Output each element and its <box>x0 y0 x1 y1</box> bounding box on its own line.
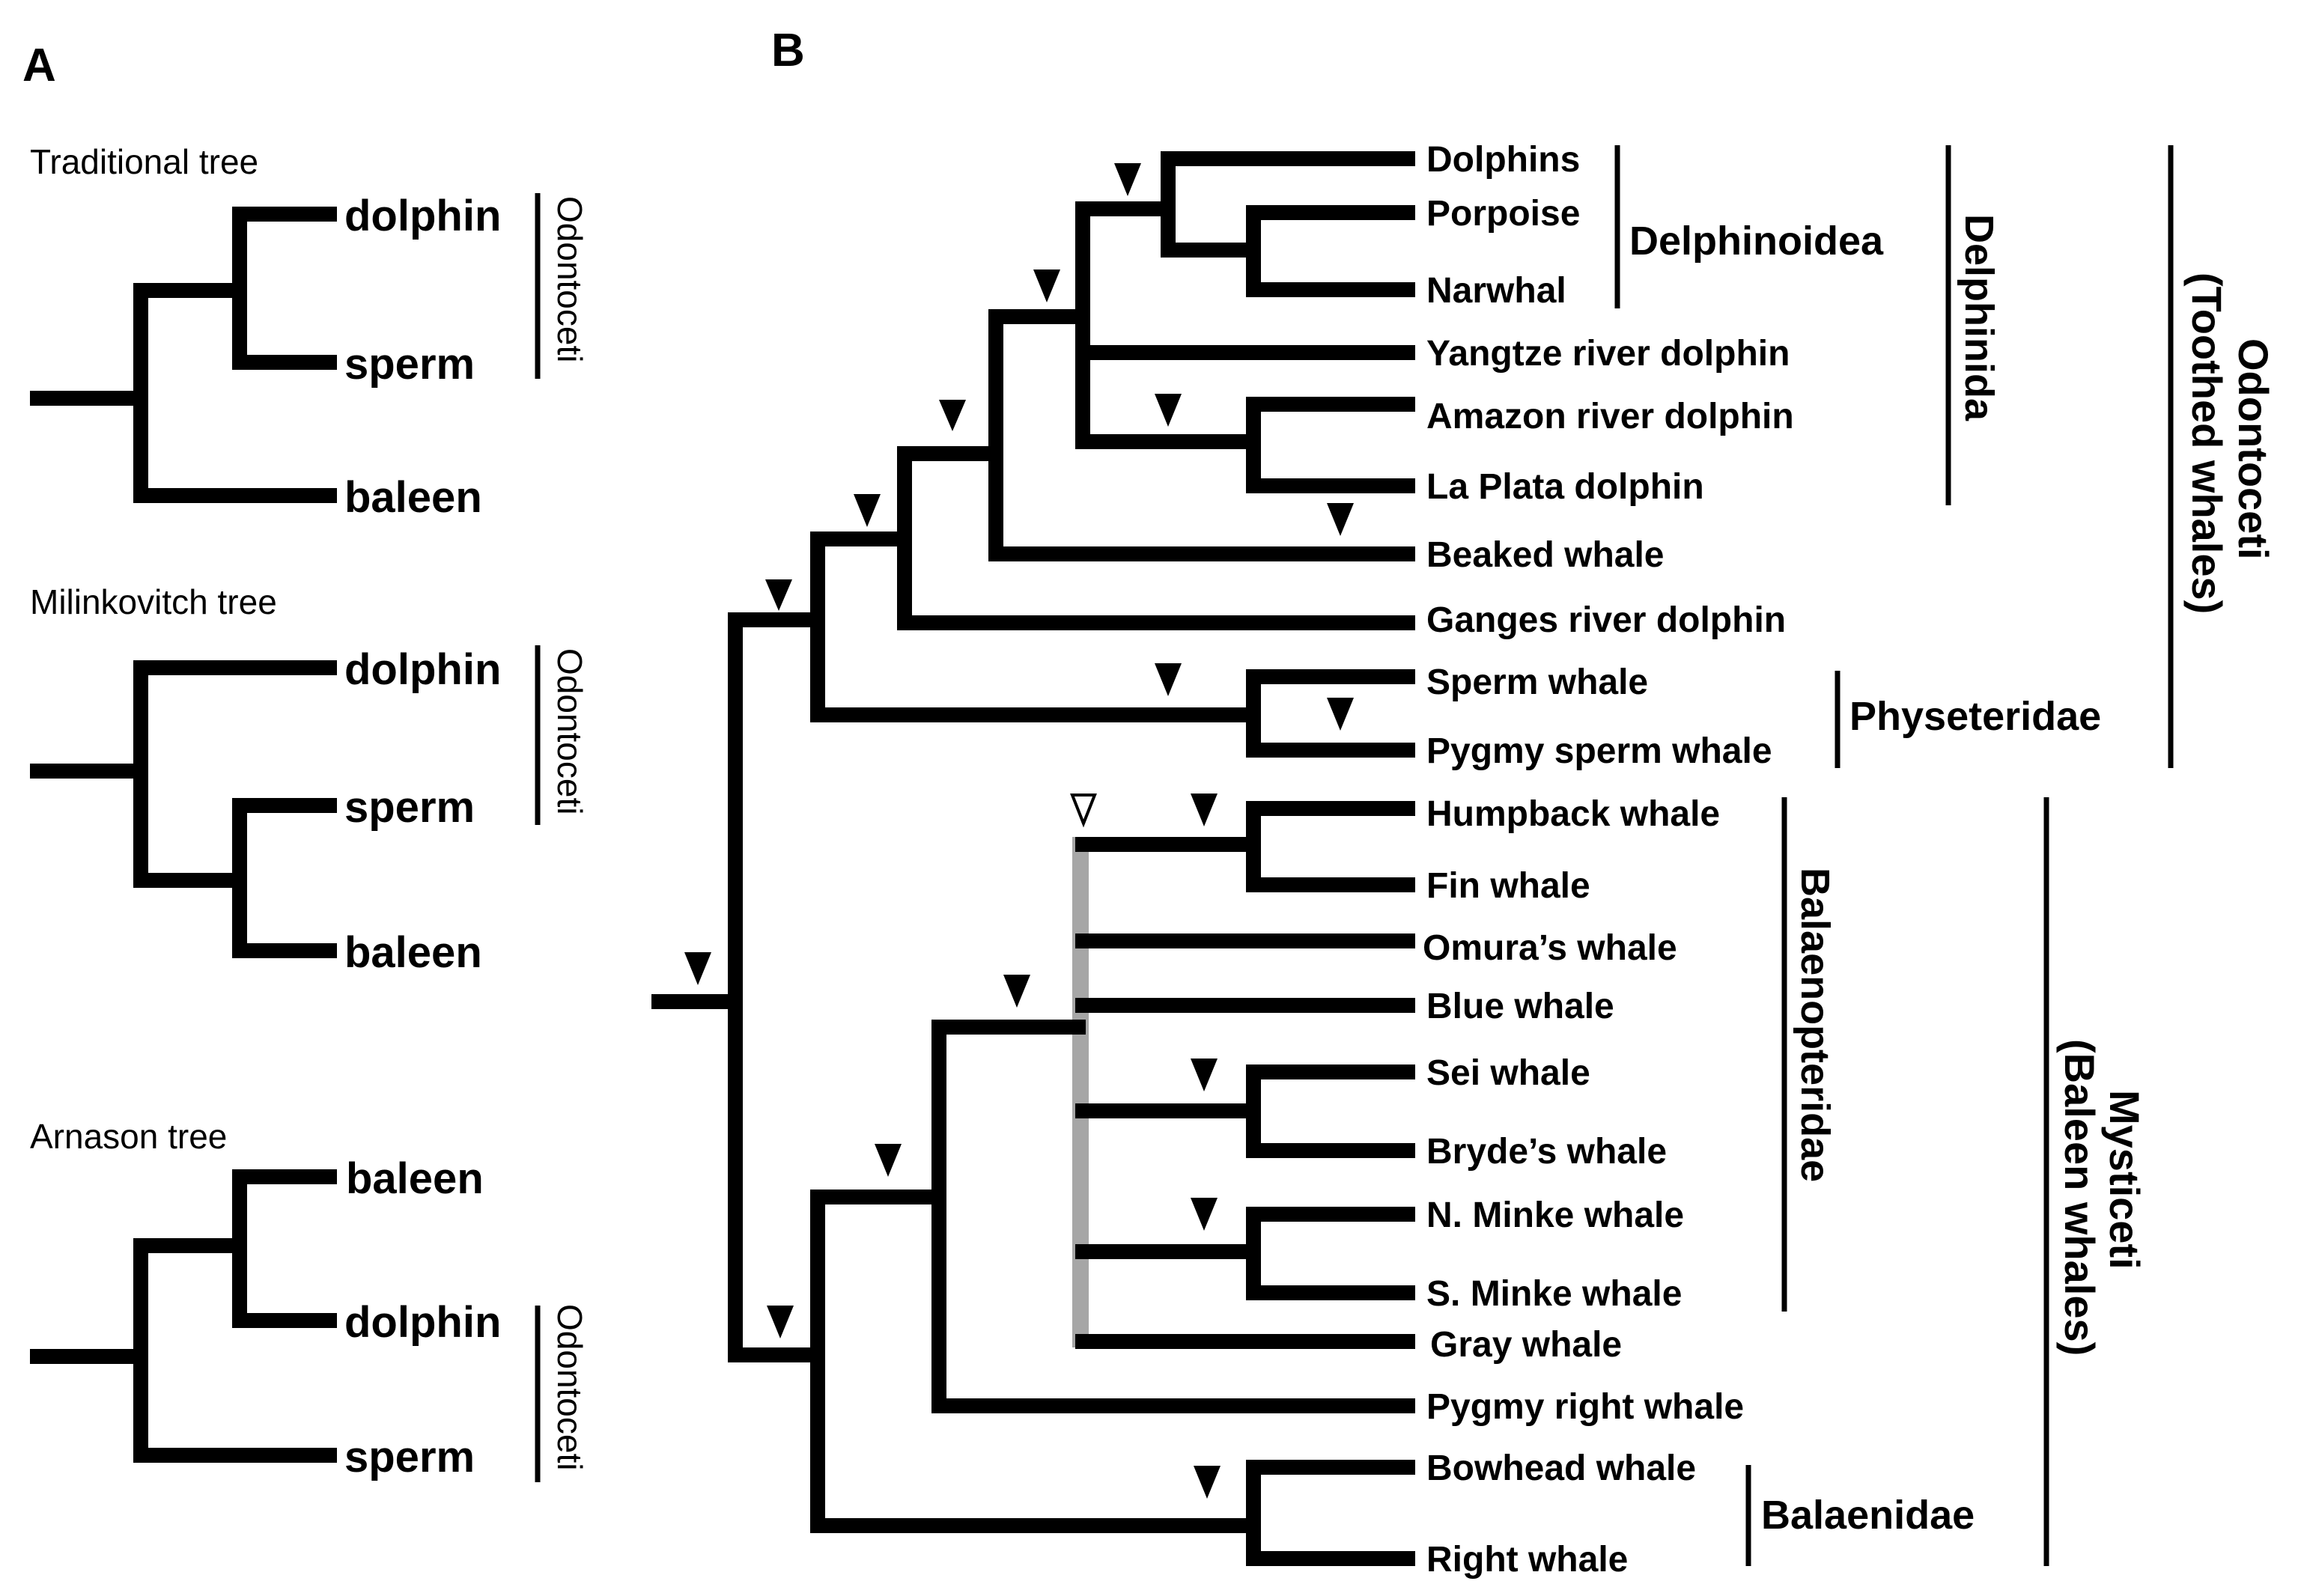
taxon-fin-whale: Fin whale <box>1426 866 1590 906</box>
tip-label: dolphin <box>344 645 501 694</box>
taxon-pygmy-sperm-whale: Pygmy sperm whale <box>1426 731 1772 771</box>
taxon-blue-whale: Blue whale <box>1426 987 1614 1026</box>
panel-b-label: B <box>771 25 805 76</box>
taxon-ganges-river-dolphin: Ganges river dolphin <box>1426 600 1786 640</box>
tip-label: sperm <box>344 340 475 389</box>
node-markers <box>684 163 1354 1499</box>
node-marker <box>1114 163 1141 196</box>
taxon-la-plata-dolphin: La Plata dolphin <box>1426 467 1704 507</box>
node-marker <box>684 952 711 985</box>
node-marker <box>1327 503 1354 536</box>
taxon-omuras-whale: Omura’s whale <box>1423 928 1677 968</box>
mysticeti-label: Mysticeti <box>2101 1090 2148 1270</box>
balaenopteridae-label: Balaenopteridae <box>1793 868 1838 1182</box>
traditional-tree: Traditional tree dolphin sperm baleen Od… <box>30 142 589 522</box>
milinkovitch-tree: Milinkovitch tree dolphin sperm baleen O… <box>30 582 589 977</box>
node-marker <box>1155 663 1182 696</box>
arnason-tree: Arnason tree baleen dolphin sperm Odonto… <box>30 1117 589 1482</box>
node-marker <box>875 1144 902 1177</box>
taxon-bowhead-whale: Bowhead whale <box>1426 1449 1696 1488</box>
tree-title: Traditional tree <box>30 142 258 181</box>
odontoceti-label: Odontoceti <box>550 196 589 362</box>
unresolved-node-bar <box>1072 837 1089 1347</box>
taxon-s-minke-whale: S. Minke whale <box>1426 1274 1682 1314</box>
taxon-porpoise: Porpoise <box>1426 194 1580 234</box>
delphinida-label: Delphinida <box>1957 214 2001 421</box>
node-marker <box>767 1306 794 1338</box>
node-marker <box>1327 698 1354 731</box>
panel-a-label: A <box>22 40 56 91</box>
taxon-labels: Dolphins Porpoise Narwhal Yangtze river … <box>1423 140 1794 1580</box>
tip-label: dolphin <box>344 1298 501 1347</box>
taxon-sperm-whale: Sperm whale <box>1426 663 1648 702</box>
clade-brackets <box>1614 145 2174 1566</box>
node-marker <box>765 579 792 611</box>
baleen-whales-label: (Baleen whales) <box>2056 1039 2103 1356</box>
taxon-amazon-river-dolphin: Amazon river dolphin <box>1426 397 1794 436</box>
open-node-marker <box>1070 794 1097 828</box>
cetacean-tree: Dolphins Porpoise Narwhal Yangtze river … <box>651 140 2277 1580</box>
tip-label: baleen <box>346 1154 484 1203</box>
odontoceti-label: Odontoceti <box>2230 338 2277 560</box>
taxon-dolphins: Dolphins <box>1426 140 1580 180</box>
tip-label: dolphin <box>344 192 501 240</box>
taxon-humpback-whale: Humpback whale <box>1426 794 1720 834</box>
tip-label: sperm <box>344 1433 475 1481</box>
tree-title: Arnason tree <box>30 1117 227 1156</box>
taxon-brydes-whale: Bryde’s whale <box>1426 1132 1667 1172</box>
tip-label: baleen <box>344 928 482 977</box>
taxon-yangtze-river-dolphin: Yangtze river dolphin <box>1426 334 1790 374</box>
physeteridae-label: Physeteridae <box>1849 694 2101 739</box>
node-marker <box>1191 1198 1218 1231</box>
taxon-right-whale: Right whale <box>1426 1540 1628 1580</box>
tip-label: baleen <box>344 473 482 522</box>
delphinoidea-label: Delphinoidea <box>1629 219 1884 264</box>
odontoceti-label: Odontoceti <box>550 1304 589 1470</box>
tree-title: Milinkovitch tree <box>30 582 277 621</box>
tree-branches <box>651 151 1415 1566</box>
node-marker <box>1194 1466 1221 1499</box>
taxon-gray-whale: Gray whale <box>1430 1325 1622 1365</box>
taxon-n-minke-whale: N. Minke whale <box>1426 1196 1684 1235</box>
node-marker <box>1033 269 1060 302</box>
tree-branches <box>30 660 337 958</box>
taxon-sei-whale: Sei whale <box>1426 1053 1590 1093</box>
balaenidae-label: Balaenidae <box>1761 1493 1975 1538</box>
taxon-beaked-whale: Beaked whale <box>1426 535 1664 575</box>
toothed-whales-label: (Toothed whales) <box>2183 272 2231 614</box>
taxon-pygmy-right-whale: Pygmy right whale <box>1426 1387 1744 1427</box>
tip-label: sperm <box>344 783 475 832</box>
node-marker <box>1003 975 1030 1008</box>
node-marker <box>1191 1059 1218 1091</box>
node-marker <box>939 400 966 431</box>
taxon-narwhal: Narwhal <box>1426 271 1566 311</box>
odontoceti-label: Odontoceti <box>550 648 589 814</box>
tree-branches <box>30 207 337 503</box>
node-marker <box>1155 394 1182 427</box>
tree-branches <box>30 1169 337 1463</box>
node-marker <box>854 494 881 527</box>
node-marker <box>1191 794 1218 826</box>
